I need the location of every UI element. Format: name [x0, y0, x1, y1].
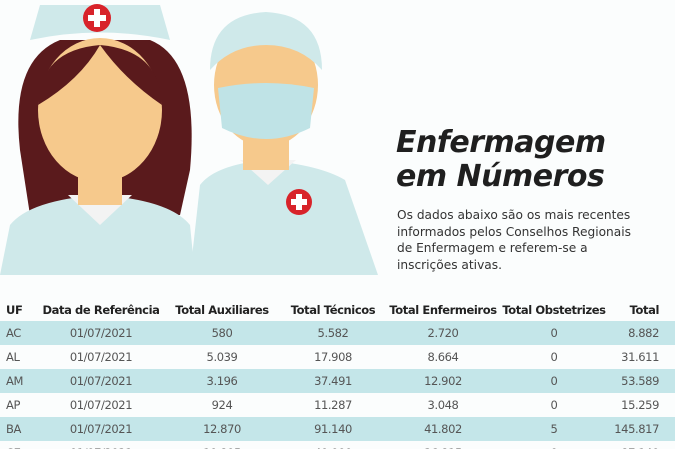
- table-cell: 5.039: [206, 350, 238, 364]
- table-cell: 01/07/2021: [36, 369, 166, 393]
- table-cell: 12.902: [388, 369, 498, 393]
- table-cell: 5.582: [278, 321, 388, 345]
- table-cell: AM: [0, 369, 36, 393]
- table-cell: 12.870: [166, 417, 278, 441]
- column-header: Total Obstetrizes: [502, 302, 606, 317]
- table-cell: 01/07/2021: [36, 321, 166, 345]
- table-cell: 53.589: [610, 369, 675, 393]
- table-cell: 8.664: [427, 350, 459, 364]
- table-cell: 17.908: [314, 350, 352, 364]
- table-cell: CE: [0, 441, 36, 449]
- nurses-illustration: [0, 4, 378, 275]
- table-cell: 49.000: [278, 441, 388, 449]
- table-row: AM 01/07/2021 3.196 37.491 12.902 0 53.589: [0, 369, 675, 393]
- table-cell: 91.140: [278, 417, 388, 441]
- table-cell: 01/07/2021: [36, 441, 166, 449]
- table-row: CE01/07/202110.89549.00026.815087.149: [0, 441, 675, 449]
- intro-text: Os dados abaixo são os mais recentes inf…: [397, 208, 631, 272]
- nurse-female-illustration: [0, 4, 195, 275]
- column-header: Total Enfermeiros: [389, 302, 497, 317]
- title-line-1: Enfermagem: [396, 125, 606, 160]
- table-cell: 8.882: [610, 321, 675, 345]
- table-cell: 5: [498, 417, 610, 441]
- table-cell: 10.895: [166, 441, 278, 449]
- table-cell: 924: [211, 398, 233, 412]
- table-cell: 41.802: [388, 417, 498, 441]
- table-row: AL 01/07/2021 5.039 17.908 8.664 0 31.611: [0, 345, 675, 369]
- column-header: Total: [629, 302, 660, 317]
- table-cell: 3.196: [166, 369, 278, 393]
- title-line-2: em Números: [396, 159, 605, 194]
- table-cell: 15.259: [621, 398, 659, 412]
- table-cell: 01/07/2021: [69, 398, 133, 412]
- table-cell: 87.149: [610, 441, 675, 449]
- table-cell: 580: [166, 321, 278, 345]
- page-title: Enfermagem em Números: [396, 126, 606, 194]
- table-cell: 145.817: [610, 417, 675, 441]
- table-cell: AL: [6, 350, 20, 364]
- column-header: Data de Referência: [42, 302, 160, 317]
- column-header: Total Técnicos: [290, 302, 376, 317]
- table-cell: 0: [498, 369, 610, 393]
- table-cell: 0: [550, 398, 558, 412]
- table-row: AC 01/07/2021 580 5.582 2.720 0 8.882: [0, 321, 675, 345]
- table-row: AP 01/07/2021 924 11.287 3.048 0 15.259: [0, 393, 675, 417]
- table-cell: 37.491: [278, 369, 388, 393]
- table-cell: 01/07/2021: [36, 417, 166, 441]
- table-cell: BA: [0, 417, 36, 441]
- nurse-male-masked-illustration: [190, 12, 378, 275]
- table-cell: 0: [498, 441, 610, 449]
- table-cell: 11.287: [314, 398, 352, 412]
- column-header: Total Auxiliares: [175, 302, 269, 317]
- table-row: BA 01/07/2021 12.870 91.140 41.802 5 145.817: [0, 417, 675, 441]
- table-cell: 3.048: [427, 398, 459, 412]
- table-cell: AP: [6, 398, 21, 412]
- table-cell: 0: [550, 350, 558, 364]
- table-cell: AC: [0, 321, 36, 345]
- table-cell: 31.611: [621, 350, 659, 364]
- table-cell: 01/07/2021: [69, 350, 133, 364]
- column-header: UF: [6, 302, 23, 317]
- table-cell: 0: [498, 321, 610, 345]
- table-cell: 26.815: [388, 441, 498, 449]
- table-cell: 2.720: [388, 321, 498, 345]
- table-header: UF Data de Referência Total Auxiliares Tota…: [0, 298, 675, 321]
- nursing-table: UF Data de Referência Total Auxiliares Tota…: [0, 298, 675, 449]
